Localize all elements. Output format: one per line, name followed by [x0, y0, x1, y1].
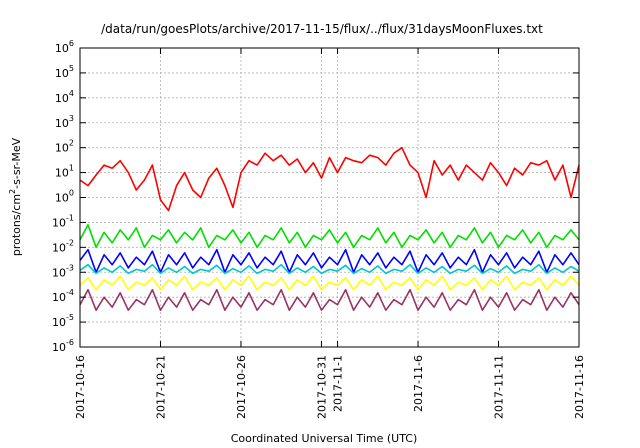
y-tick-exponent: 4	[69, 89, 74, 98]
y-tick-exponent: 1	[69, 164, 74, 173]
y-tick-base: 10	[55, 67, 69, 80]
y-tick-label: 10-4	[52, 288, 74, 304]
y-tick-label: 10-1	[52, 213, 74, 229]
y-tick-base: 10	[55, 142, 69, 155]
y-axis-label: protons/cm2-s-sr-MeV	[8, 137, 23, 256]
x-tick-label: 2017-11-1	[332, 355, 345, 412]
y-tick-base: 10	[52, 341, 66, 354]
chart-title: /data/run/goesPlots/archive/2017-11-15/f…	[101, 22, 543, 36]
y-tick-exponent: -3	[66, 263, 74, 272]
y-tick-exponent: 5	[69, 64, 74, 73]
y-tick-label: 10-6	[52, 338, 74, 354]
y-tick-base: 10	[52, 216, 66, 229]
y-tick-label: 104	[55, 89, 74, 105]
y-tick-exponent: 0	[69, 189, 74, 198]
x-tick-label: 2017-11-16	[573, 355, 586, 419]
y-tick-exponent: 6	[69, 39, 74, 48]
y-tick-base: 10	[55, 167, 69, 180]
x-tick-label: 2017-10-26	[235, 355, 248, 419]
y-tick-base: 10	[52, 316, 66, 329]
x-axis-label: Coordinated Universal Time (UTC)	[231, 432, 418, 445]
y-tick-label: 106	[55, 39, 74, 55]
y-tick-exponent: -2	[66, 238, 74, 247]
x-tick-label: 2017-11-11	[493, 355, 506, 419]
y-tick-exponent: -1	[66, 213, 74, 222]
y-axis-label-suffix: -s-sr-MeV	[10, 137, 23, 188]
series-line-3	[79, 263, 580, 275]
series-line-2	[79, 248, 580, 274]
y-tick-label: 10-3	[52, 263, 74, 279]
grid-lines	[80, 48, 579, 347]
x-tick-label: 2017-10-31	[315, 355, 328, 419]
x-tick-label: 2017-11-6	[412, 355, 425, 412]
y-axis-label-prefix: protons/cm	[10, 194, 23, 256]
series-line-0	[79, 146, 580, 212]
series-line-5	[79, 288, 580, 311]
y-tick-base: 10	[52, 241, 66, 254]
y-tick-base: 10	[55, 42, 69, 55]
y-tick-base: 10	[52, 291, 66, 304]
y-tick-base: 10	[52, 266, 66, 279]
y-tick-exponent: -4	[66, 288, 74, 297]
y-tick-label: 10-2	[52, 238, 74, 254]
y-tick-label: 103	[55, 114, 74, 130]
y-tick-label: 105	[55, 64, 74, 80]
y-tick-exponent: -6	[66, 338, 74, 347]
y-tick-exponent: 3	[69, 114, 74, 123]
y-tick-base: 10	[55, 92, 69, 105]
y-tick-base: 10	[55, 192, 69, 205]
y-ticks: 10-610-510-410-310-210-11001011021031041…	[52, 39, 579, 354]
y-tick-label: 100	[55, 189, 74, 205]
x-tick-label: 2017-10-21	[154, 355, 167, 419]
y-tick-label: 102	[55, 139, 74, 155]
series-line-1	[79, 224, 580, 249]
y-tick-base: 10	[55, 117, 69, 130]
y-axis-label-sup: 2	[8, 189, 17, 194]
y-tick-label: 10-5	[52, 313, 74, 329]
y-tick-exponent: -5	[66, 313, 74, 322]
y-tick-label: 101	[55, 164, 74, 180]
y-tick-exponent: 2	[69, 139, 74, 148]
data-series	[79, 146, 580, 311]
x-tick-label: 2017-10-16	[74, 355, 87, 419]
series-line-4	[79, 275, 580, 291]
x-ticks: 2017-10-16 2017-10-21 2017-10-26 2017-10-31…	[74, 48, 586, 419]
